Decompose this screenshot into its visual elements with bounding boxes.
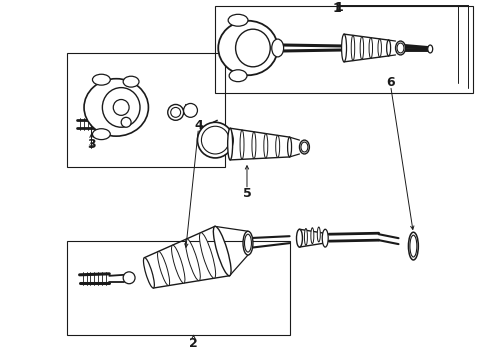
Ellipse shape xyxy=(322,229,328,247)
Ellipse shape xyxy=(199,233,216,278)
Circle shape xyxy=(197,122,233,158)
Ellipse shape xyxy=(387,40,391,56)
Ellipse shape xyxy=(369,38,372,58)
Ellipse shape xyxy=(299,140,309,154)
Circle shape xyxy=(184,103,197,117)
Ellipse shape xyxy=(272,39,284,57)
Ellipse shape xyxy=(243,231,253,255)
Ellipse shape xyxy=(228,128,233,160)
Ellipse shape xyxy=(144,258,154,288)
Ellipse shape xyxy=(342,34,346,62)
Ellipse shape xyxy=(93,129,110,140)
Text: 5: 5 xyxy=(243,187,251,200)
Ellipse shape xyxy=(186,239,200,281)
Ellipse shape xyxy=(397,43,404,53)
Text: 1: 1 xyxy=(333,2,342,15)
Ellipse shape xyxy=(296,229,302,247)
Ellipse shape xyxy=(240,130,244,159)
Text: 2: 2 xyxy=(189,337,198,350)
Ellipse shape xyxy=(409,232,418,260)
Circle shape xyxy=(171,107,181,117)
Ellipse shape xyxy=(318,227,320,242)
Ellipse shape xyxy=(311,228,314,244)
Ellipse shape xyxy=(245,234,251,252)
Ellipse shape xyxy=(228,14,248,26)
Ellipse shape xyxy=(276,135,280,158)
Text: 3: 3 xyxy=(87,138,96,150)
Ellipse shape xyxy=(123,76,139,87)
Ellipse shape xyxy=(304,229,307,246)
Text: 6: 6 xyxy=(386,76,395,89)
Ellipse shape xyxy=(395,41,405,55)
Bar xyxy=(215,6,473,93)
Ellipse shape xyxy=(236,29,270,67)
Ellipse shape xyxy=(428,45,433,53)
Circle shape xyxy=(121,117,131,127)
Ellipse shape xyxy=(288,137,292,157)
Ellipse shape xyxy=(410,235,417,257)
Ellipse shape xyxy=(218,21,278,75)
Ellipse shape xyxy=(172,245,185,283)
Ellipse shape xyxy=(360,36,364,59)
Ellipse shape xyxy=(378,39,381,57)
Text: 1: 1 xyxy=(335,1,343,14)
Ellipse shape xyxy=(93,74,110,85)
Text: 4: 4 xyxy=(194,119,203,132)
Ellipse shape xyxy=(213,226,231,276)
Circle shape xyxy=(201,126,229,154)
Bar xyxy=(67,53,225,167)
Ellipse shape xyxy=(158,251,170,285)
Bar xyxy=(67,241,290,335)
Ellipse shape xyxy=(84,79,148,136)
Ellipse shape xyxy=(301,142,308,152)
Ellipse shape xyxy=(252,132,256,159)
Ellipse shape xyxy=(351,35,355,61)
Ellipse shape xyxy=(264,134,268,158)
Circle shape xyxy=(113,99,129,115)
Circle shape xyxy=(123,272,135,284)
Circle shape xyxy=(168,104,184,120)
Ellipse shape xyxy=(102,87,140,127)
Ellipse shape xyxy=(229,70,247,82)
